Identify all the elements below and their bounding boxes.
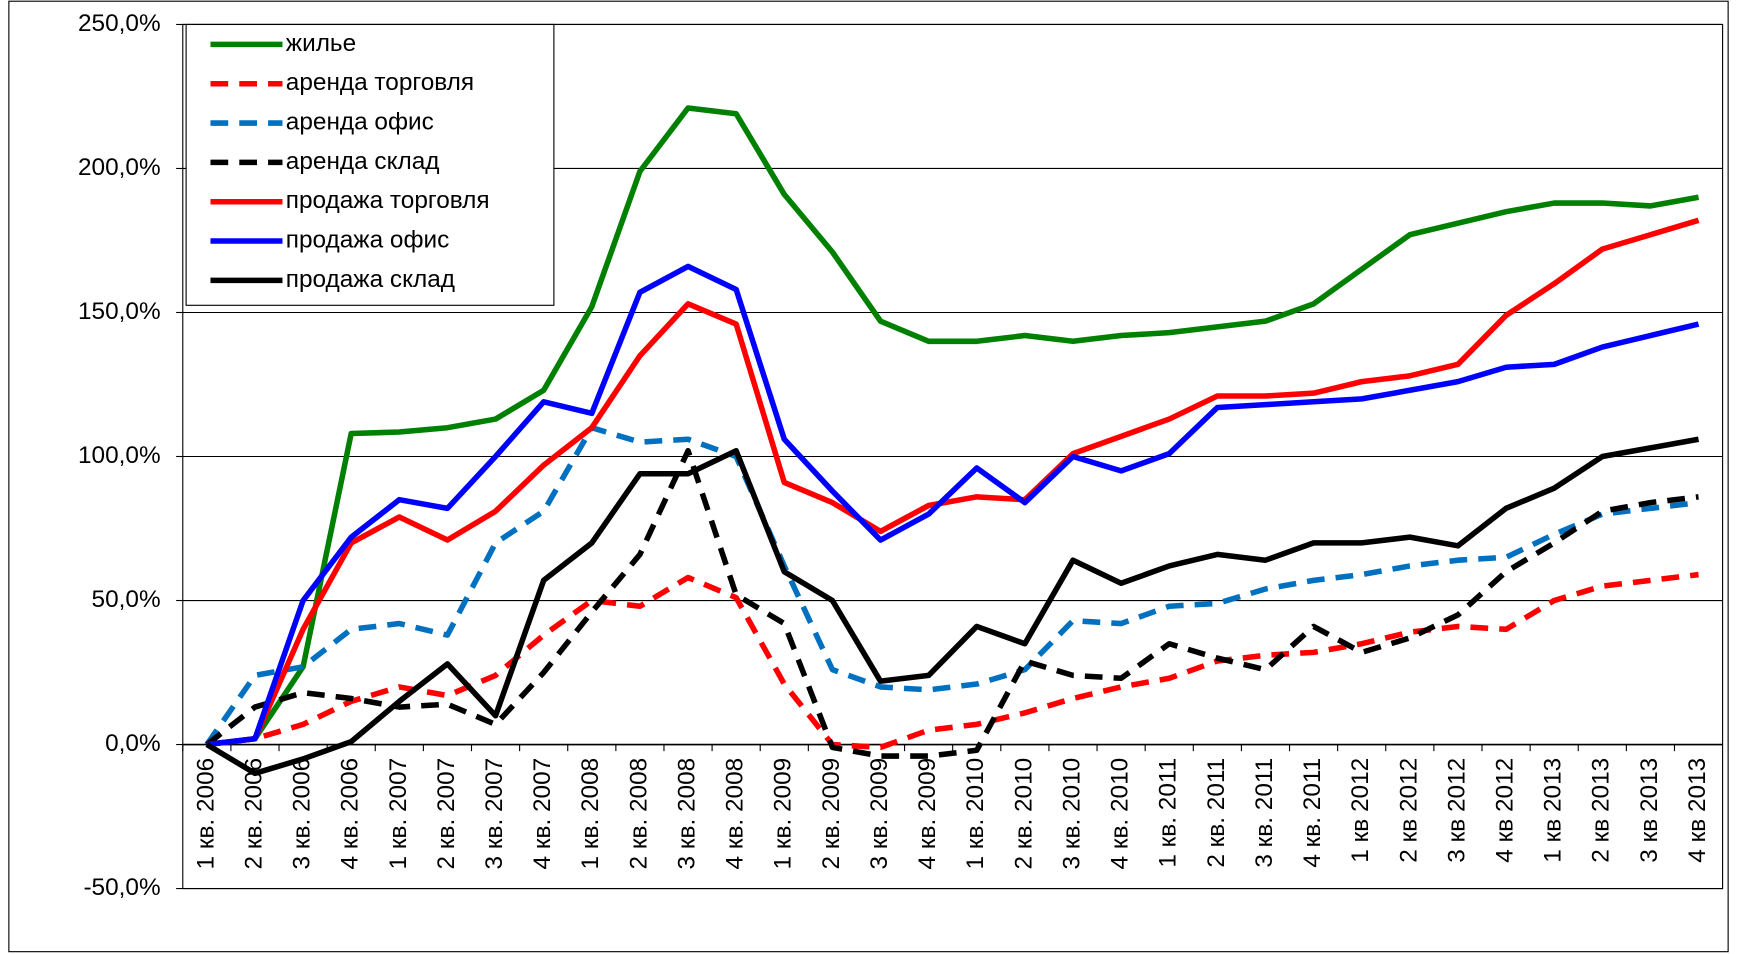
series-line — [204, 424, 1699, 747]
plot-border — [182, 23, 1724, 890]
x-tick-label: 2 кв. 2010 — [1010, 758, 1037, 870]
x-tick-label: 3 кв. 2009 — [866, 758, 893, 870]
series-line — [205, 447, 1699, 759]
x-tick-label: 3 кв. 2008 — [673, 758, 700, 870]
y-tick-label: 150,0% — [78, 298, 161, 325]
x-tick-label: 2 кв. 2006 — [240, 758, 267, 870]
x-tick-label: 2 кв. 2008 — [625, 758, 652, 870]
y-tick-label: 250,0% — [78, 10, 161, 37]
x-tick-label: 3 кв. 2007 — [481, 758, 508, 870]
x-tick-label: 1 кв. 2009 — [770, 758, 797, 870]
x-tick-label: 4 кв. 2007 — [529, 758, 556, 870]
x-tick-label: 2 кв. 2011 — [1203, 758, 1230, 868]
x-tick-label: 4 кв. 2006 — [337, 758, 364, 870]
x-tick-label: 1 кв. 2011 — [1155, 758, 1182, 868]
series-line — [206, 571, 1699, 751]
x-tick-label: 2 кв 2012 — [1395, 758, 1422, 863]
series-line — [206, 263, 1700, 748]
legend-label: продажа торговля — [286, 187, 490, 214]
x-tick-label: 3 кв 2012 — [1443, 758, 1470, 863]
x-tick-label: 1 кв. 2006 — [192, 758, 219, 870]
x-tick-label: 1 кв. 2008 — [577, 758, 604, 870]
x-tick-label: 3 кв 2013 — [1636, 758, 1663, 863]
x-tick-label: 2 кв. 2007 — [433, 758, 460, 870]
x-tick-label: 3 кв. 2011 — [1251, 758, 1278, 868]
x-tick-label: 4 кв. 2010 — [1107, 758, 1134, 870]
legend-label: жилье — [286, 30, 356, 57]
x-tick-label: 4 кв 2013 — [1684, 758, 1711, 863]
x-tick-label: 4 кв 2012 — [1491, 758, 1518, 863]
x-tick-label: 3 кв. 2010 — [1058, 758, 1085, 870]
y-tick-label: 50,0% — [92, 586, 161, 613]
legend-label: продажа склад — [286, 266, 455, 293]
x-tick-label: 1 кв. 2010 — [962, 758, 989, 870]
legend: жилье аренда торговля аренда офис аренда ск… — [185, 23, 555, 306]
series-line — [206, 217, 1700, 748]
x-tick-label: 2 кв 2013 — [1588, 758, 1615, 863]
x-tick-label: 2 кв. 2009 — [818, 758, 845, 870]
y-tick-label: 100,0% — [78, 442, 161, 469]
y-tick-label: 200,0% — [78, 154, 161, 181]
y-tick-label: 0,0% — [105, 730, 161, 757]
x-tick-label: 1 кв. 2007 — [385, 758, 412, 870]
y-tick-label: -50,0% — [83, 874, 160, 901]
legend-label: аренда офис — [286, 109, 434, 136]
x-tick-label: 1 кв 2012 — [1347, 758, 1374, 863]
x-tick-label: 1 кв 2013 — [1540, 758, 1567, 863]
x-tick-label: 3 кв. 2006 — [289, 758, 316, 870]
x-tick-label: 4 кв. 2011 — [1299, 758, 1326, 868]
series-line — [205, 436, 1700, 777]
x-tick-label: 4 кв. 2008 — [722, 758, 749, 870]
x-tick-label: 4 кв. 2009 — [914, 758, 941, 870]
legend-label: аренда склад — [286, 148, 440, 175]
legend-label: продажа офис — [286, 226, 450, 253]
series-line — [206, 105, 1700, 748]
legend-label: аренда торговля — [286, 69, 474, 96]
